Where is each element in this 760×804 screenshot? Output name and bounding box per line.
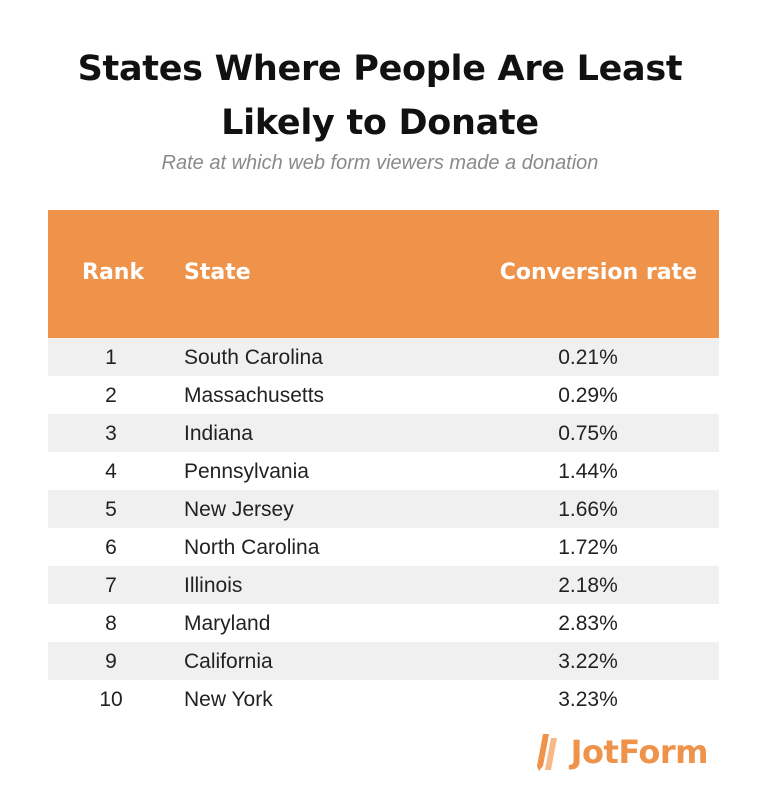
- cell-state: New Jersey: [184, 498, 294, 521]
- chart-subtitle: Rate at which web form viewers made a do…: [161, 152, 599, 174]
- cell-rank: 9: [105, 650, 117, 673]
- cell-rate: 3.22%: [558, 650, 618, 673]
- table-row: 2 Massachusetts 0.29%: [48, 376, 719, 414]
- cell-rate: 1.72%: [558, 536, 618, 559]
- chart-title: States Where People Are Least Likely to …: [0, 42, 760, 150]
- table-row: 1 South Carolina 0.21%: [48, 338, 719, 376]
- table-header: Rank State Conversion rate: [48, 210, 719, 338]
- cell-rank: 6: [105, 536, 117, 559]
- cell-state: South Carolina: [184, 346, 323, 369]
- table-row: 7 Illinois 2.18%: [48, 566, 719, 604]
- jotform-logo: JotForm: [535, 730, 709, 774]
- jotform-pencil-icon: [536, 734, 557, 771]
- cell-state: Indiana: [184, 422, 253, 445]
- table-row: 10 New York 3.23%: [48, 680, 719, 718]
- cell-rank: 1: [105, 346, 117, 369]
- cell-state: Maryland: [184, 612, 271, 635]
- cell-rank: 3: [105, 422, 117, 445]
- cell-rank: 2: [105, 384, 117, 407]
- cell-rank: 5: [105, 498, 117, 521]
- column-header-state: State: [184, 260, 251, 285]
- conversion-table: Rank State Conversion rate 1 South Carol…: [48, 210, 719, 718]
- chart-title-line-2: Likely to Donate: [221, 103, 539, 143]
- cell-state: California: [184, 650, 273, 673]
- table-row: 5 New Jersey 1.66%: [48, 490, 719, 528]
- column-header-rank: Rank: [82, 260, 145, 285]
- table-row: 8 Maryland 2.83%: [48, 604, 719, 642]
- table-row: 3 Indiana 0.75%: [48, 414, 719, 452]
- cell-state: New York: [184, 688, 273, 711]
- cell-rate: 0.29%: [558, 384, 618, 407]
- table-row: 6 North Carolina 1.72%: [48, 528, 719, 566]
- cell-rank: 7: [105, 574, 117, 597]
- cell-rate: 2.18%: [558, 574, 618, 597]
- cell-rate: 2.83%: [558, 612, 618, 635]
- cell-rate: 0.75%: [558, 422, 618, 445]
- jotform-logo-text: JotForm: [570, 733, 709, 771]
- table-row: 4 Pennsylvania 1.44%: [48, 452, 719, 490]
- table-row: 9 California 3.22%: [48, 642, 719, 680]
- column-header-conversion-rate: Conversion rate: [499, 260, 697, 285]
- cell-state: Massachusetts: [184, 384, 325, 407]
- cell-rank: 4: [105, 460, 117, 483]
- cell-rate: 0.21%: [558, 346, 618, 369]
- cell-state: Illinois: [184, 574, 243, 597]
- cell-rank: 10: [99, 688, 123, 711]
- cell-rate: 1.44%: [558, 460, 618, 483]
- cell-rate: 3.23%: [558, 688, 618, 711]
- cell-rank: 8: [105, 612, 117, 635]
- cell-rate: 1.66%: [558, 498, 618, 521]
- cell-state: Pennsylvania: [184, 460, 309, 483]
- chart-title-line-1: States Where People Are Least: [77, 49, 683, 89]
- cell-state: North Carolina: [184, 536, 320, 559]
